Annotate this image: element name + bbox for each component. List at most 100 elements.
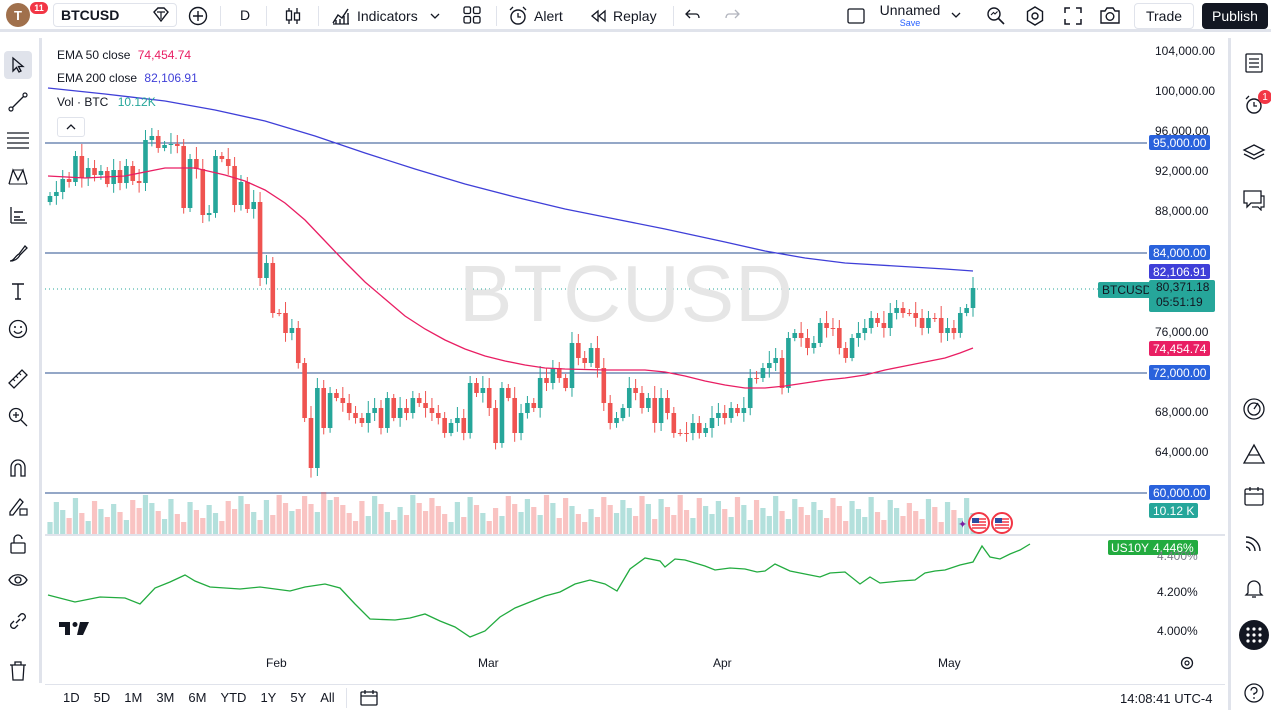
templates-grid-icon[interactable] [462, 5, 482, 25]
time-axis-label: Apr [713, 656, 732, 670]
alerts-panel-button[interactable]: 1 [1239, 90, 1271, 120]
volume-bar [212, 513, 219, 534]
hline-95000-tag[interactable]: 95,000.00 [1149, 135, 1211, 150]
ema50-legend[interactable]: EMA 50 close 74,454.74 [57, 48, 191, 62]
text-t-icon [9, 281, 27, 301]
compare-add-icon[interactable] [187, 5, 209, 27]
lock-drawings-tool[interactable] [4, 530, 32, 558]
magnet-tool[interactable] [4, 454, 32, 482]
hline-72000-tag[interactable]: 72,000.00 [1149, 365, 1211, 380]
fullscreen-icon[interactable] [1062, 5, 1084, 27]
alert-button[interactable]: Alert [507, 0, 563, 32]
volume-bar [302, 496, 308, 534]
chart-settings-icon[interactable] [1179, 655, 1195, 676]
notifications-button[interactable] [1239, 573, 1269, 603]
trend-line-tool[interactable] [4, 88, 32, 116]
hline-60000-tag[interactable]: 60,000.00 [1149, 485, 1211, 500]
brush-tool[interactable] [4, 239, 32, 267]
clock-timezone[interactable]: 14:08:41 UTC-4 [1120, 691, 1213, 706]
news-stream-button[interactable] [1239, 528, 1269, 558]
range-1y[interactable]: 1Y [260, 690, 277, 705]
range-6m[interactable]: 6M [188, 690, 207, 705]
layout-square-icon[interactable] [846, 6, 866, 26]
forecast-tool[interactable] [4, 201, 32, 229]
replay-button[interactable]: Replay [589, 0, 657, 32]
zoom-tool[interactable] [4, 403, 32, 431]
remove-drawings-tool[interactable] [4, 657, 32, 685]
camera-snapshot-icon[interactable] [1099, 5, 1121, 27]
measure-tool[interactable] [4, 365, 32, 393]
range-all[interactable]: All [320, 690, 335, 705]
economic-event-flag-icon[interactable] [991, 512, 1013, 534]
date-range-calendar-icon[interactable] [359, 689, 379, 707]
text-tool[interactable] [4, 277, 32, 305]
volume-bar [957, 518, 963, 534]
volume-bar [467, 497, 473, 534]
layers-icon [1242, 142, 1266, 164]
trade-button[interactable]: Trade [1134, 3, 1194, 29]
hide-drawings-tool[interactable] [4, 566, 32, 594]
pattern-tool[interactable] [4, 163, 32, 191]
volume-bar [200, 518, 206, 534]
range-3m[interactable]: 3M [156, 690, 175, 705]
candle-body [690, 423, 696, 433]
range-ytd[interactable]: YTD [220, 690, 247, 705]
settings-gear-icon[interactable] [1024, 5, 1046, 27]
cursor-tool[interactable] [4, 51, 32, 79]
fib-tool[interactable] [4, 126, 32, 154]
economic-event-flag-icon[interactable] [968, 512, 990, 534]
volume-bar [174, 514, 180, 534]
redo-icon[interactable] [723, 7, 741, 23]
range-1m[interactable]: 1M [124, 690, 143, 705]
volume-bars [47, 492, 976, 534]
range-1d[interactable]: 1D [63, 690, 80, 705]
range-5y[interactable]: 5Y [290, 690, 307, 705]
help-button[interactable] [1239, 678, 1269, 708]
sync-drawings-tool[interactable] [4, 607, 32, 635]
volume-bar [582, 522, 588, 534]
candle-body [824, 323, 829, 328]
indicators-button[interactable]: Indicators [330, 0, 440, 32]
undo-icon[interactable] [684, 7, 702, 23]
candle-body [716, 413, 721, 418]
layout-name-button[interactable]: Unnamed Save [872, 2, 948, 28]
collapse-legend-button[interactable] [57, 117, 85, 137]
calendar-button[interactable] [1239, 481, 1269, 511]
chevron-down-icon[interactable] [951, 11, 961, 19]
candle-body [805, 338, 810, 348]
volume-bar [473, 505, 480, 534]
stay-drawing-tool[interactable] [4, 492, 32, 520]
candle-body [308, 418, 314, 468]
candle-body [792, 333, 798, 338]
tradingview-logo-icon[interactable] [59, 620, 91, 641]
candle-body [957, 313, 963, 333]
interval-button[interactable]: D [240, 7, 251, 23]
user-avatar[interactable]: T 11 [6, 1, 49, 27]
ema200-legend[interactable]: EMA 200 close 82,106.91 [57, 71, 198, 85]
candle-body [213, 156, 218, 213]
products-menu-button[interactable] [1239, 620, 1269, 650]
candles-icon[interactable] [282, 5, 304, 27]
emoji-tool[interactable] [4, 315, 32, 343]
volume-bar [664, 507, 671, 534]
divider [220, 6, 221, 26]
publish-button[interactable]: Publish [1202, 3, 1268, 29]
chart-area[interactable]: EMA 50 close 74,454.74 EMA 200 close 82,… [45, 38, 1225, 683]
object-tree-button[interactable] [1239, 138, 1269, 168]
watchlist-button[interactable] [1239, 48, 1269, 78]
candle-body [843, 348, 848, 358]
drawing-toolbar [0, 38, 42, 683]
range-5d[interactable]: 5D [93, 690, 111, 705]
volume-legend[interactable]: Vol · BTC 10.12K [57, 95, 156, 109]
ideas-button[interactable] [1239, 439, 1269, 469]
quick-search-icon[interactable] [985, 5, 1007, 27]
candle-body [79, 156, 85, 178]
candle-body [429, 408, 435, 413]
chats-button[interactable] [1239, 185, 1269, 215]
candle-body [703, 428, 708, 433]
chart-canvas[interactable] [45, 38, 1225, 683]
symbol-search-button[interactable]: BTCUSD [53, 3, 177, 27]
screener-button[interactable] [1239, 394, 1269, 424]
volume-bar [906, 503, 912, 534]
hline-84000-tag[interactable]: 84,000.00 [1149, 245, 1211, 260]
